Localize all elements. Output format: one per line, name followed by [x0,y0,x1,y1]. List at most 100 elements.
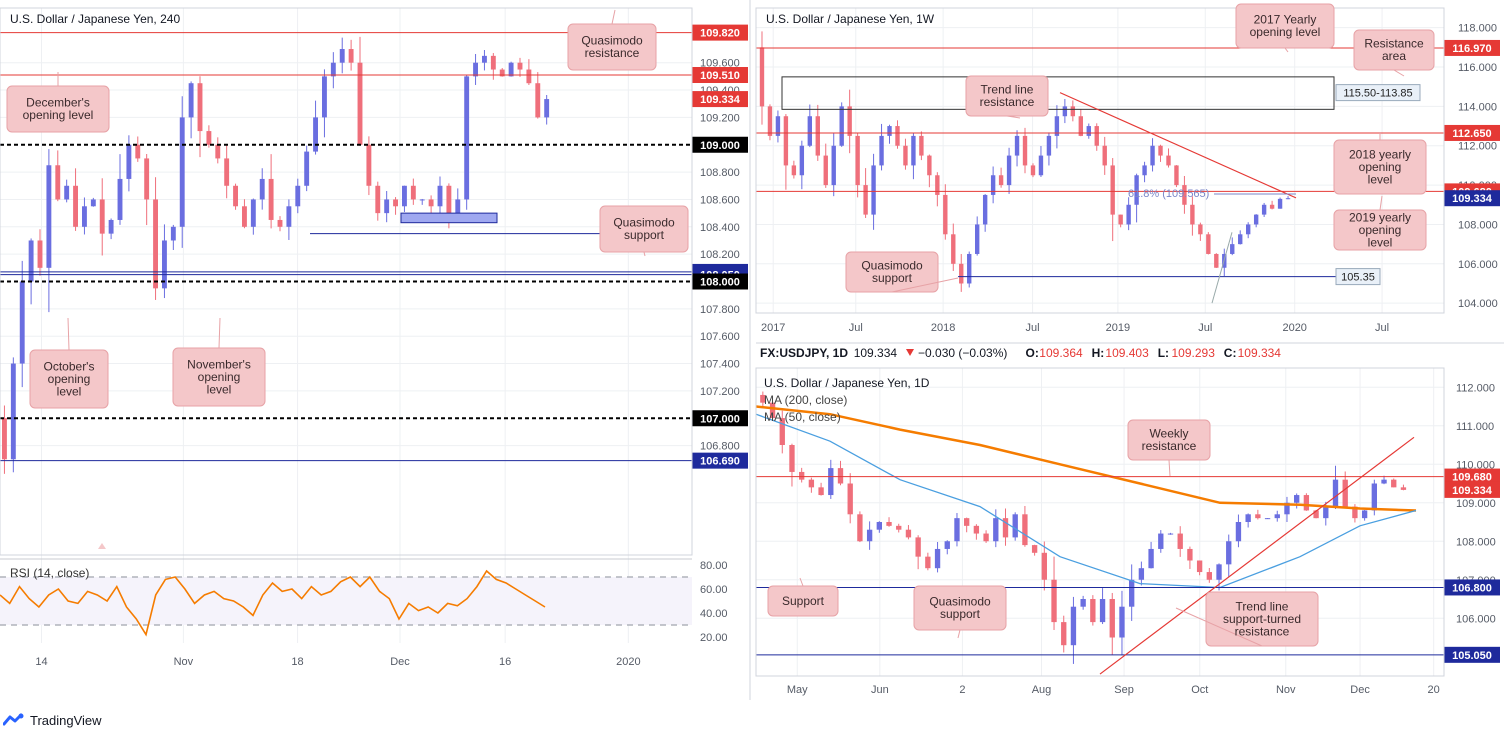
h4-candle [410,185,416,200]
d1-candle [964,518,970,526]
h4-candle [117,178,123,220]
w1-x-tick: Jul [849,322,863,334]
h4-candle [455,199,461,214]
rsi-y-tick: 80.00 [700,560,728,572]
w1-candle [847,106,852,136]
rsi-line [0,569,546,637]
h4-candle [108,219,114,234]
d1-candle [1235,522,1242,542]
w1-note-2019-open-text: opening [1359,223,1402,237]
w1-candle [1118,214,1123,225]
tradingview-logo[interactable]: TradingView [3,710,102,730]
d1-candle [818,487,824,496]
d1-candle [1119,606,1125,638]
w1-note-qm-support-text: Quasimodo [861,259,923,273]
d1-candle [954,518,960,542]
d1-ma50-label: MA (50, close) [764,410,841,424]
d1-ma50-line [755,413,1417,589]
d1-candle [1284,502,1290,515]
w1-candle [1238,234,1243,245]
h4-frame [0,7,693,556]
h4-candle [242,206,247,227]
h4-note-november-open-text: opening [198,370,241,384]
w1-candle [879,135,884,166]
d1-candle [1323,506,1329,519]
h4-x-tick: 14 [35,656,47,668]
w1-candle [967,253,972,284]
d1-candle [1099,599,1106,623]
w1-candle [1269,204,1275,209]
w1-candle [903,145,908,166]
w1-candle [1142,165,1147,176]
d1-candle [1167,533,1174,535]
w1-resistance-box [781,76,1335,110]
d1-candle [934,548,941,569]
h4-level-label-bg [692,91,748,108]
d1-note-trendline-sup-res-pointer [1175,607,1263,647]
d1-level-label: 109.334 [1452,485,1493,497]
d1-candle [1012,514,1018,538]
d1-note-qm-support-text: Quasimodo [929,595,991,609]
d1-x-tick: Aug [1032,684,1052,696]
d1-candle [905,529,912,538]
w1-candle [1134,175,1139,205]
h4-candle [28,240,34,282]
d1-candle [1061,622,1067,646]
d1-close-label: C: [1224,346,1237,360]
d1-candle [1332,479,1339,507]
h4-candle [215,144,221,159]
tradingview-logo-icon [3,713,24,726]
d1-candle [993,518,999,542]
h4-candle [197,83,203,132]
d1-candle [915,537,921,557]
d1-candle [760,394,766,403]
d1-level-label: 105.050 [1452,650,1492,662]
d1-candle [1158,533,1164,549]
h4-candle [46,165,52,268]
w1-candle [759,47,765,107]
d1-candle [896,525,902,530]
d1-level-label: 106.800 [1452,582,1492,594]
h4-candle [37,240,43,268]
h4-note-october-open-text: opening [48,372,91,386]
d1-candle [1226,541,1232,565]
h4-note-qm-resistance-text: resistance [585,46,640,60]
d1-candle [1361,510,1368,519]
w1-level-label-bg [1444,39,1500,56]
h4-candle [90,199,96,207]
h4-candle [402,185,407,207]
h4-candle [393,199,398,207]
w1-candle [1230,244,1235,254]
w1-candle [1038,155,1044,176]
h4-candle [2,418,7,460]
w1-candle [919,135,924,156]
w1-note-2019-open-text: 2019 yearly [1349,210,1411,224]
d1-x-tick: Oct [1191,684,1208,696]
w1-note-2018-open-text: level [1368,172,1393,186]
d1-high-label: H: [1092,346,1105,360]
h4-candle [179,117,185,227]
w1-note-2017-open-text: opening level [1250,25,1321,39]
d1-candle [857,514,863,542]
w1-trend-line [1059,92,1297,199]
w1-candle [839,106,844,146]
h4-candle [330,62,336,77]
h4-level-label: 109.000 [700,140,740,152]
d1-x-tick: May [787,684,808,696]
h4-note-october-open-pointer [67,317,70,351]
h4-y-tick: 109.200 [700,112,740,124]
d1-candle [886,522,892,526]
d1-candle [925,556,931,569]
w1-qm-support-tag: 105.35 [1341,272,1375,284]
h4-candle [446,185,452,214]
d1-candle [1303,495,1310,511]
w1-box-tag: 115.50-113.85 [1343,88,1412,100]
h4-candle [339,49,345,63]
d1-candle [1371,483,1377,511]
d1-candle [837,468,844,484]
